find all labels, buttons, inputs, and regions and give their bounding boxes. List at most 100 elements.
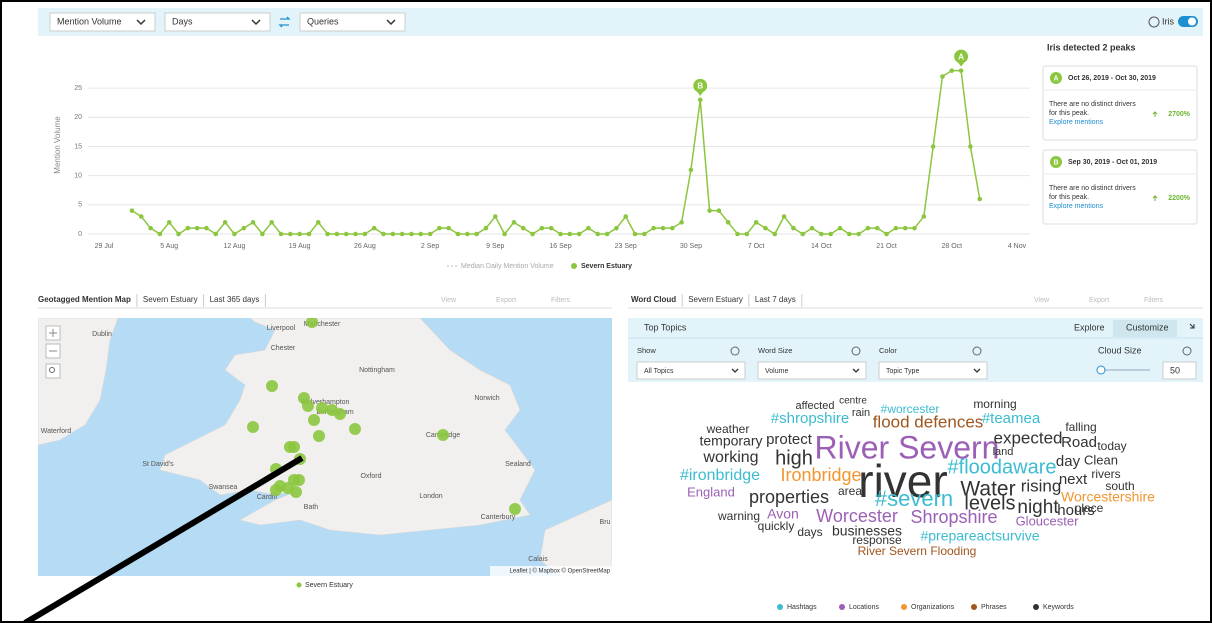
- data-point[interactable]: [828, 231, 833, 237]
- data-point[interactable]: [166, 220, 172, 225]
- data-point[interactable]: [371, 225, 377, 231]
- data-point[interactable]: [725, 220, 731, 225]
- peak-badge[interactable]: [693, 78, 708, 96]
- data-point[interactable]: [968, 144, 973, 149]
- data-point[interactable]: [511, 220, 517, 225]
- peak-link[interactable]: Explore mentions: [1049, 119, 1104, 126]
- data-point[interactable]: [390, 231, 396, 237]
- data-point[interactable]: [334, 231, 340, 237]
- cloud-word[interactable]: #floodaware: [948, 456, 1057, 478]
- panel-tab[interactable]: Severn Estuary: [688, 295, 743, 304]
- data-point[interactable]: [194, 225, 200, 231]
- data-point[interactable]: [642, 231, 647, 237]
- data-point[interactable]: [399, 231, 405, 237]
- group-dropdown[interactable]: [299, 12, 406, 32]
- cloud-word[interactable]: River Severn: [815, 429, 1000, 465]
- help-icon[interactable]: [1148, 16, 1160, 28]
- data-point[interactable]: [707, 208, 712, 213]
- data-point[interactable]: [809, 225, 815, 231]
- data-point[interactable]: [958, 68, 964, 73]
- data-point[interactable]: [874, 225, 880, 231]
- data-point[interactable]: [129, 208, 135, 213]
- cloud-word[interactable]: Clean: [1084, 452, 1118, 467]
- data-point[interactable]: [902, 225, 908, 231]
- data-point[interactable]: [204, 225, 209, 231]
- data-point[interactable]: [865, 225, 871, 231]
- map-marker[interactable]: [313, 430, 325, 442]
- cloud-word[interactable]: working: [702, 449, 758, 466]
- cloud-word[interactable]: response: [852, 533, 902, 547]
- map-marker[interactable]: [316, 402, 328, 414]
- data-point[interactable]: [530, 231, 535, 237]
- cloud-word[interactable]: Avon: [767, 506, 799, 522]
- data-point[interactable]: [921, 214, 927, 219]
- cloud-size-input[interactable]: [1162, 361, 1197, 380]
- cloud-word[interactable]: temporary: [699, 433, 762, 449]
- data-point[interactable]: [930, 144, 936, 149]
- cloud-word[interactable]: levels: [964, 492, 1015, 514]
- panel-action[interactable]: View: [1034, 297, 1050, 304]
- panel-action[interactable]: View: [441, 297, 457, 304]
- data-point[interactable]: [697, 97, 703, 103]
- data-point[interactable]: [847, 231, 852, 237]
- data-point[interactable]: [185, 225, 191, 231]
- data-point[interactable]: [474, 231, 479, 237]
- data-point[interactable]: [232, 231, 237, 237]
- data-point[interactable]: [520, 225, 526, 231]
- data-point[interactable]: [260, 231, 265, 237]
- cloud-word[interactable]: days: [797, 525, 822, 539]
- cloud-word[interactable]: expected: [994, 428, 1063, 447]
- cloud-word[interactable]: Water: [960, 478, 1015, 501]
- data-point[interactable]: [669, 225, 675, 231]
- data-point[interactable]: [269, 220, 274, 225]
- cloud-word[interactable]: #prepareactsurvive: [920, 528, 1039, 544]
- control-select[interactable]: [636, 361, 746, 380]
- data-point[interactable]: [148, 225, 153, 231]
- cloud-word[interactable]: #ironbridge: [680, 467, 760, 484]
- control-select[interactable]: [757, 361, 867, 380]
- data-point[interactable]: [781, 214, 787, 219]
- peak-link[interactable]: Explore mentions: [1049, 203, 1104, 210]
- map-marker[interactable]: [290, 486, 302, 498]
- data-point[interactable]: [157, 231, 163, 237]
- cloud-word[interactable]: properties: [749, 487, 829, 507]
- panel-tab[interactable]: Last 365 days: [210, 295, 260, 304]
- panel-tab[interactable]: Severn Estuary: [143, 295, 198, 304]
- search-button[interactable]: [45, 363, 61, 379]
- cloud-word[interactable]: land: [993, 446, 1014, 458]
- data-point[interactable]: [353, 231, 358, 237]
- cloud-word[interactable]: today: [1097, 439, 1126, 453]
- data-point[interactable]: [297, 231, 302, 237]
- data-point[interactable]: [940, 74, 945, 79]
- cloud-word[interactable]: England: [687, 484, 735, 499]
- panel-action[interactable]: Export: [496, 297, 516, 304]
- data-point[interactable]: [632, 231, 638, 237]
- cloud-word[interactable]: night: [1017, 497, 1059, 518]
- data-point[interactable]: [884, 231, 889, 237]
- cloud-word[interactable]: Road: [1061, 434, 1097, 451]
- cloud-word[interactable]: high: [775, 447, 813, 469]
- customize-button[interactable]: Customize: [1126, 322, 1169, 332]
- data-point[interactable]: [446, 225, 452, 231]
- data-point[interactable]: [949, 68, 955, 73]
- cloud-word[interactable]: flood defences: [873, 412, 984, 431]
- data-point[interactable]: [306, 231, 312, 237]
- cloud-word[interactable]: weather: [706, 422, 750, 436]
- data-point[interactable]: [418, 231, 424, 237]
- data-point[interactable]: [688, 167, 694, 173]
- data-point[interactable]: [763, 225, 768, 231]
- map-marker[interactable]: [306, 316, 318, 328]
- cloud-word[interactable]: south: [1105, 479, 1134, 493]
- data-point[interactable]: [800, 231, 806, 237]
- data-point[interactable]: [837, 225, 843, 231]
- metric-dropdown[interactable]: [49, 12, 156, 32]
- data-point[interactable]: [623, 214, 629, 219]
- data-point[interactable]: [716, 208, 722, 213]
- data-point[interactable]: [222, 220, 228, 225]
- peak-badge[interactable]: [954, 49, 969, 67]
- map-marker[interactable]: [270, 484, 282, 496]
- data-point[interactable]: [176, 231, 181, 237]
- map-marker[interactable]: [349, 423, 361, 435]
- data-point[interactable]: [427, 231, 433, 237]
- panel-action[interactable]: Filters: [551, 297, 571, 304]
